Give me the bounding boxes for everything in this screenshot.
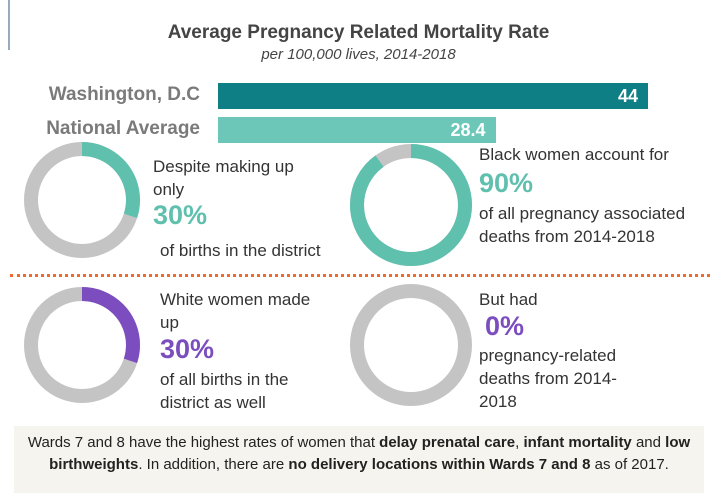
footer-text: and	[631, 434, 666, 451]
donut	[24, 142, 140, 258]
donut-segment	[24, 287, 140, 403]
donut-segment	[24, 142, 140, 258]
footer-text: . In addition, there are	[138, 456, 289, 473]
caption-before: White women made up	[160, 290, 311, 332]
divider	[10, 274, 710, 277]
value-label: 28.4	[450, 120, 486, 140]
donut-track	[350, 284, 472, 406]
chart-subtitle: per 100,000 lives, 2014-2018	[261, 46, 456, 63]
donut-segment	[350, 144, 472, 266]
caption-after: of births in the district	[160, 241, 321, 260]
footer: Wards 7 and 8 have the highest rates of …	[14, 426, 704, 493]
footer-text: infant mortality	[523, 434, 632, 451]
footer-text: Wards 7 and 8 have the highest rates of …	[27, 434, 380, 451]
footer-text: delay prenatal care	[379, 434, 516, 451]
caption-after: of all births in the district as well	[160, 370, 289, 412]
percent-label: 30%	[153, 200, 208, 230]
percent-label: 30%	[160, 334, 215, 364]
bar	[218, 83, 648, 109]
category-label: National Average	[46, 118, 200, 139]
chart-title: Average Pregnancy Related Mortality Rate	[167, 22, 550, 43]
donut	[24, 287, 140, 403]
donut	[350, 284, 472, 406]
caption-after: of all pregnancy associated deaths from …	[479, 204, 686, 246]
caption-after: pregnancy-related deaths from 2014-2018	[479, 346, 617, 411]
footer-text: as of 2017.	[590, 456, 669, 473]
category-label: Washington, D.C	[48, 84, 200, 105]
footer-text: ,	[515, 434, 524, 451]
caption-before: But had	[479, 290, 538, 309]
value-label: 44	[617, 86, 638, 106]
edge	[8, 0, 10, 50]
percent-label: 90%	[479, 168, 534, 198]
footer-text: no delivery locations within Wards 7 and…	[288, 456, 591, 473]
caption-before: Black women account for	[479, 145, 669, 164]
donut	[350, 144, 472, 266]
bar	[218, 117, 496, 143]
footer-text: low birthweights	[49, 434, 691, 473]
percent-label: 0%	[485, 311, 525, 341]
caption-before: Despite making up only	[153, 157, 294, 199]
